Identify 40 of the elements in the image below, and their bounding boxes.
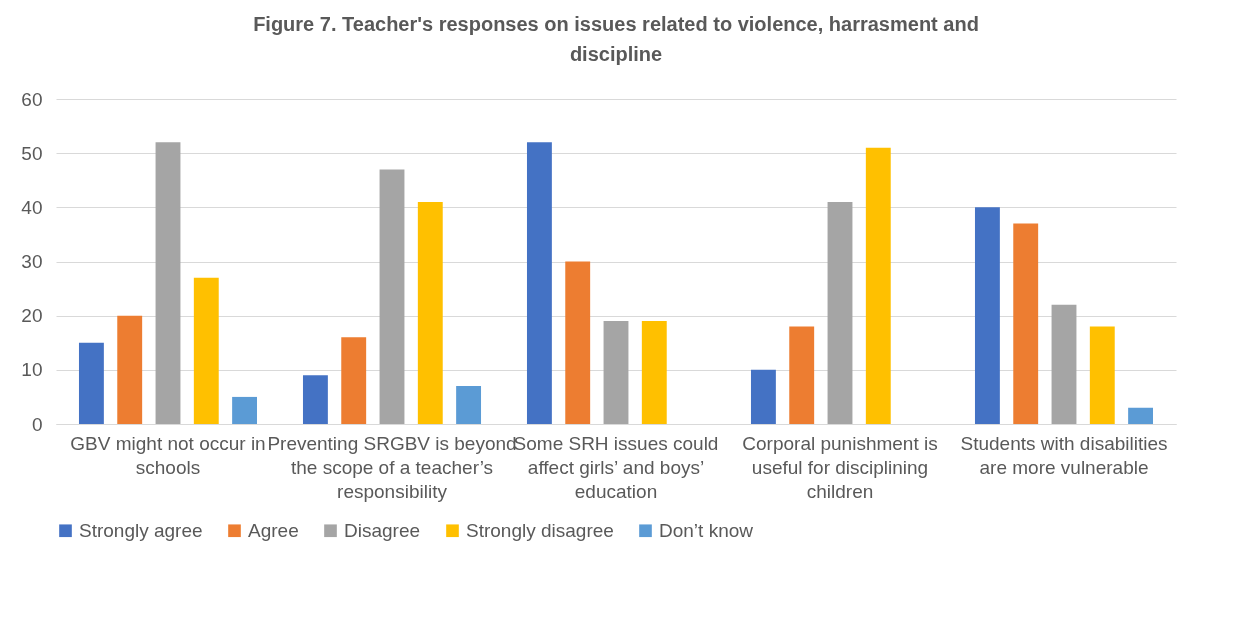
- bar: [456, 386, 482, 424]
- bar: [232, 396, 258, 424]
- bar: [565, 261, 591, 424]
- legend-label: Disagree: [344, 519, 421, 541]
- legend-label: Strongly agree: [79, 519, 203, 541]
- bar: [974, 207, 1000, 424]
- y-tick-label: 40: [21, 196, 43, 218]
- bar: [865, 147, 891, 424]
- y-tick-label: 20: [21, 305, 43, 327]
- bar: [1089, 326, 1115, 424]
- legend-label: Agree: [248, 519, 299, 541]
- y-tick-label: 60: [21, 88, 43, 110]
- legend-label: Strongly disagree: [466, 519, 614, 541]
- bar: [526, 142, 552, 424]
- bar: [1013, 223, 1039, 424]
- legend-label: Don’t know: [659, 519, 754, 541]
- bar: [302, 375, 328, 424]
- bar: [750, 369, 776, 424]
- bar: [379, 169, 405, 424]
- x-tick-label: Students with disabilities are more vulnerable: [960, 432, 1168, 478]
- bar: [193, 277, 219, 424]
- bar: [603, 321, 629, 424]
- bar: [789, 326, 815, 424]
- x-tick-label: Corporal punishment is useful for disciplining children: [742, 432, 938, 502]
- y-tick-label: 50: [21, 142, 43, 164]
- bar: [1051, 304, 1077, 424]
- bar: [827, 201, 853, 424]
- bar: [155, 142, 181, 424]
- bar: [641, 321, 667, 424]
- bar: [1128, 407, 1154, 424]
- bar: [78, 342, 104, 424]
- y-tick-label: 10: [21, 359, 43, 381]
- x-tick-label: GBV might not occur in schools: [70, 432, 266, 478]
- bar: [117, 315, 143, 424]
- bar: [417, 201, 443, 424]
- chart-title: Figure 7. Teacher's responses on issues related to violence, harrasment and discipline: [253, 13, 979, 65]
- bar: [341, 337, 367, 424]
- x-tick-label: Preventing SRGBV is beyond the scope of a teacher’s responsibility: [267, 432, 517, 502]
- y-tick-label: 0: [31, 413, 43, 435]
- y-tick-label: 30: [21, 251, 43, 272]
